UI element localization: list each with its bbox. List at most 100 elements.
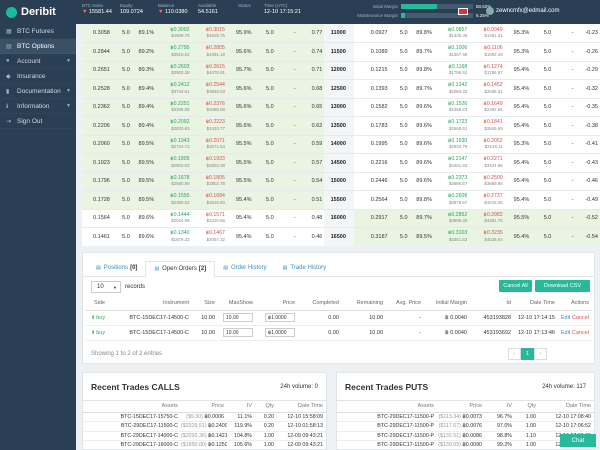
tab-order-history[interactable]: ▤ Order History (215, 260, 274, 276)
put-ask[interactable]: ฿0.3235 $4536.54 (469, 227, 505, 246)
call-bid[interactable]: ฿0.2251 $3336.08 (156, 98, 192, 117)
tab-open-orders[interactable]: ▤ Open Orders [2] (145, 261, 216, 277)
records-per-page-select[interactable]: 10 ▼ (91, 281, 121, 293)
call-ask[interactable]: ฿0.2376 $3488.58 (191, 98, 227, 117)
call-ask[interactable]: ฿0.1571 $2220.66 (191, 209, 227, 228)
column-header[interactable]: Instrument (116, 297, 192, 311)
call-bid[interactable]: ฿0.1943 $2724.73 (156, 135, 192, 154)
put-ask[interactable]: ฿0.2737 $4218.35 (469, 190, 505, 210)
column-header[interactable]: Initial Margin (424, 297, 470, 311)
call-ask[interactable]: ฿0.2071 $3271.54 (191, 135, 227, 154)
put-ask[interactable]: ฿0.2052 $3149.11 (469, 135, 505, 154)
put-bid[interactable]: ฿0.1723 $2668.61 (433, 116, 470, 136)
put-ask[interactable]: ฿0.1841 $2846.59 (469, 116, 505, 136)
sidebar-item-insurance[interactable]: ◆ Insurance (0, 69, 76, 84)
option-chain-row[interactable]: 0.2362 5.0 89.4% ฿0.2251 $3336.08 ฿0.2376 $348… (82, 98, 600, 117)
put-ask[interactable]: ฿0.1106 $1592.39 (469, 42, 505, 62)
call-bid[interactable]: ฿0.2092 $2833.63 (156, 116, 192, 136)
option-chain-row[interactable]: 0.1923 5.0 89.5% ฿0.1805 $2803.03 ฿0.1933 $280… (82, 153, 600, 173)
option-chain-row[interactable]: 0.3058 5.0 89.1% ฿0.3002 $4609.79 ฿0.3015 $462… (82, 24, 600, 43)
tab-positions[interactable]: ▤ Positions [0] (88, 260, 145, 276)
put-ask[interactable]: ฿0.1452 $2036.31 (469, 79, 505, 99)
put-ask[interactable]: ฿0.2982 $4381.76 (469, 209, 505, 228)
chat-button[interactable]: Chat (560, 434, 596, 447)
call-ask[interactable]: ฿0.2805 $4391.19 (191, 42, 227, 62)
call-bid[interactable]: ฿0.1444 $2024.96 (156, 209, 192, 228)
language-flag-icon[interactable] (458, 8, 468, 15)
put-ask[interactable]: ฿0.2500 $3868.86 (469, 172, 505, 191)
call-bid[interactable]: ฿0.1805 $2803.03 (156, 153, 192, 173)
sidebar-item-information[interactable]: ℹ Information ▼ (0, 99, 76, 114)
put-bid[interactable]: ฿0.1342 $2083.33 (433, 79, 470, 99)
put-bid[interactable]: ฿0.1168 $1796.52 (433, 61, 470, 80)
call-bid[interactable]: ฿0.2412 $3744.61 (156, 79, 192, 99)
call-ask[interactable]: ฿0.3015 $4629.75 (191, 24, 227, 43)
call-bid[interactable]: ฿0.1340 $1879.32 (156, 227, 192, 246)
call-ask[interactable]: ฿0.1933 $2803.38 (191, 153, 227, 173)
column-header[interactable]: Id (470, 297, 514, 311)
put-bid[interactable]: ฿0.1006 $1567.48 (433, 42, 470, 62)
column-header[interactable]: Actions (558, 297, 592, 311)
call-bid[interactable]: ฿0.1555 $2380.62 (156, 190, 192, 210)
put-ask[interactable]: ฿0.0949 $1361.31 (469, 24, 505, 43)
call-ask[interactable]: ฿0.2223 $3433.77 (191, 116, 227, 136)
call-ask[interactable]: ฿0.2615 $4078.91 (191, 61, 227, 80)
edit-order-link[interactable]: Edit (560, 314, 571, 321)
put-bid[interactable]: ฿0.1930 $2934.79 (433, 135, 470, 154)
maxshow-input[interactable]: 10.00 (223, 313, 253, 322)
price-input[interactable]: ฿1.0000 (265, 328, 295, 337)
brand-logo[interactable]: Deribit (0, 0, 76, 24)
call-bid[interactable]: ฿0.2795 $3915.52 (156, 42, 192, 62)
option-chain-row[interactable]: 0.1564 5.0 89.6% ฿0.1444 $2024.96 ฿0.1571 $222… (82, 209, 600, 228)
option-chain-row[interactable]: 0.1728 5.0 89.5% ฿0.1555 $2380.62 ฿0.1684 $261… (82, 190, 600, 210)
column-header[interactable]: Size (192, 297, 218, 311)
sidebar-item-btc-options[interactable]: ▤ BTC Options (0, 39, 76, 54)
put-ask[interactable]: ฿0.1274 $1786.57 (469, 61, 505, 80)
option-chain-row[interactable]: 0.2651 5.0 89.3% ฿0.2603 $3900.38 ฿0.2615 $407… (82, 61, 600, 80)
column-header[interactable]: Remaining (342, 297, 386, 311)
pagination-page-1[interactable]: 1 (521, 348, 534, 360)
column-header[interactable]: Date Time (514, 297, 558, 311)
call-bid[interactable]: ฿0.3002 $4609.79 (156, 24, 192, 43)
put-ask[interactable]: ฿0.2271 $3344.96 (469, 153, 505, 173)
column-header[interactable]: Side (86, 297, 116, 311)
put-bid[interactable]: ฿0.2373 $3686.57 (433, 172, 470, 191)
call-ask[interactable]: ฿0.1805 $2802.78 (191, 172, 227, 191)
option-chain-row[interactable]: 0.2844 5.0 89.2% ฿0.2795 $3915.52 ฿0.2805 $439… (82, 42, 600, 62)
option-chain-row[interactable]: 0.1796 5.0 89.5% ฿0.1678 $2580.89 ฿0.1805 $280… (82, 172, 600, 191)
column-header[interactable]: MaxShow (218, 297, 256, 311)
call-ask[interactable]: ฿0.2544 $3946.03 (191, 79, 227, 99)
cancel-order-link[interactable]: Cancel (571, 314, 589, 321)
column-header[interactable]: Avg. Price (386, 297, 424, 311)
call-ask[interactable]: ฿0.1684 $2616.50 (191, 190, 227, 210)
option-chain-row[interactable]: 0.2528 5.0 89.4% ฿0.2412 $3744.61 ฿0.2544 $394… (82, 79, 600, 99)
cancel-order-link[interactable]: Cancel (571, 329, 589, 336)
put-bid[interactable]: ฿0.3103 $4351.63 (433, 227, 470, 246)
download-csv-button[interactable]: Download CSV (535, 280, 590, 292)
call-ask[interactable]: ฿0.1467 $2057.32 (191, 227, 227, 246)
option-chain-row[interactable]: 0.2060 5.0 89.5% ฿0.1943 $2724.73 ฿0.2071 $327… (82, 135, 600, 154)
option-chain-row[interactable]: 0.2206 5.0 89.4% ฿0.2092 $2833.63 ฿0.2223 $343… (82, 116, 600, 136)
sidebar-item-btc-futures[interactable]: ▦ BTC Futures (0, 24, 76, 39)
sidebar-item-sign-out[interactable]: ⇥ Sign Out (0, 114, 76, 129)
option-chain-row[interactable]: 0.1461 5.0 89.6% ฿0.1340 $1879.32 ฿0.1467 $205… (82, 227, 600, 246)
price-input[interactable]: ฿1.0000 (265, 313, 295, 322)
call-bid[interactable]: ฿0.2603 $3900.38 (156, 61, 192, 80)
pagination-next-button[interactable]: › (534, 348, 547, 360)
put-bid[interactable]: ฿0.0857 $1335.35 (433, 24, 470, 43)
maxshow-input[interactable]: 10.00 (223, 328, 253, 337)
put-bid[interactable]: ฿0.2852 $3996.49 (433, 209, 470, 228)
call-bid[interactable]: ฿0.1678 $2580.89 (156, 172, 192, 191)
user-avatar[interactable] (486, 7, 494, 15)
pagination-prev-button[interactable]: ‹ (508, 348, 521, 360)
edit-order-link[interactable]: Edit (560, 329, 571, 336)
put-bid[interactable]: ฿0.1526 $2368.23 (433, 98, 470, 117)
sidebar-item-account[interactable]: ● Account ▼ (0, 54, 76, 69)
column-header[interactable]: Price (256, 297, 298, 311)
put-ask[interactable]: ฿0.1649 $2392.65 (469, 98, 505, 117)
put-bid[interactable]: ฿0.2147 $3261.83 (433, 153, 470, 173)
tab-trade-history[interactable]: ▤ Trade History (275, 260, 335, 276)
user-email[interactable]: zewncmfx@edmail.com (496, 8, 560, 14)
column-header[interactable]: Completed (298, 297, 342, 311)
cancel-all-button[interactable]: Cancel All (499, 280, 532, 292)
